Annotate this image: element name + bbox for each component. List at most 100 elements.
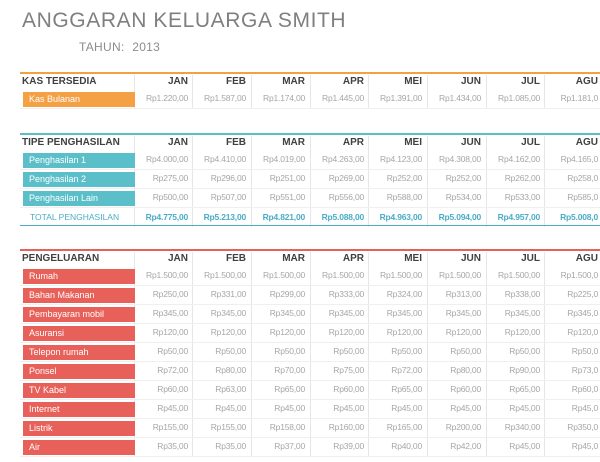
table-cell[interactable]: Rp1.391,00 [380,93,422,103]
table-cell[interactable]: Rp4.123,00 [380,154,422,164]
row-label-chip[interactable]: Bahan Makanan [23,288,135,303]
table-cell[interactable]: Rp45,00 [274,403,305,413]
table-cell[interactable]: Rp45,0 [571,441,598,451]
table-cell[interactable]: Rp4.000,00 [146,154,188,164]
table-cell[interactable]: Rp45,00 [157,403,188,413]
table-cell[interactable]: Rp40,00 [391,441,422,451]
table-cell[interactable]: Rp324,00 [386,289,422,299]
table-cell[interactable]: Rp63,00 [215,384,246,394]
table-cell[interactable]: Rp50,00 [157,346,188,356]
table-cell[interactable]: Rp345,00 [269,308,305,318]
table-cell[interactable]: Rp296,00 [210,173,246,183]
table-cell[interactable]: Rp1.500,0 [560,270,599,280]
table-cell[interactable]: Rp299,00 [269,289,305,299]
table-cell[interactable]: Rp333,00 [328,289,364,299]
table-cell[interactable]: Rp585,0 [567,192,598,202]
table-cell[interactable]: Rp345,00 [445,308,481,318]
table-cell[interactable]: Rp120,00 [445,327,481,337]
table-cell[interactable]: Rp75,00 [333,365,364,375]
table-cell[interactable]: Rp275,00 [152,173,188,183]
table-cell[interactable]: Rp120,00 [269,327,305,337]
table-cell[interactable]: Rp50,0 [571,346,598,356]
table-cell[interactable]: Rp350,0 [567,422,598,432]
table-cell[interactable]: Rp73,0 [571,365,598,375]
table-cell[interactable]: Rp158,00 [269,422,305,432]
table-cell[interactable]: Rp345,00 [152,308,188,318]
table-cell[interactable]: Rp1.220,00 [146,93,188,103]
table-cell[interactable]: Rp37,00 [274,441,305,451]
table-cell[interactable]: Rp65,00 [509,384,540,394]
table-cell[interactable]: Rp1.500,00 [498,270,540,280]
row-label-chip[interactable]: Penghasilan Lain [23,191,135,206]
table-cell[interactable]: Rp588,00 [386,192,422,202]
table-cell[interactable]: Rp1.174,00 [263,93,305,103]
table-cell[interactable]: Rp45,00 [450,403,481,413]
table-cell[interactable]: Rp45,00 [215,403,246,413]
table-cell[interactable]: Rp225,0 [567,289,598,299]
table-cell[interactable]: Rp65,00 [391,384,422,394]
table-cell[interactable]: Rp1.587,00 [204,93,246,103]
table-cell[interactable]: Rp50,00 [450,346,481,356]
table-cell[interactable]: Rp120,00 [152,327,188,337]
table-cell[interactable]: Rp72,00 [391,365,422,375]
table-cell[interactable]: Rp4.019,00 [263,154,305,164]
table-cell[interactable]: Rp50,00 [333,346,364,356]
table-cell[interactable]: Rp42,00 [450,441,481,451]
table-cell[interactable]: Rp90,00 [509,365,540,375]
table-cell[interactable]: Rp500,00 [152,192,188,202]
table-cell[interactable]: Rp60,00 [450,384,481,394]
row-label-chip[interactable]: Asuransi [23,326,135,341]
table-cell[interactable]: Rp4.162,00 [498,154,540,164]
row-label-chip[interactable]: Telepon rumah [23,345,135,360]
table-cell[interactable]: Rp262,00 [504,173,540,183]
table-cell[interactable]: Rp120,0 [567,327,598,337]
table-cell[interactable]: Rp155,00 [210,422,246,432]
table-cell[interactable]: Rp345,00 [210,308,246,318]
table-cell[interactable]: Rp1.500,00 [322,270,364,280]
table-cell[interactable]: Rp4.263,00 [322,154,364,164]
table-cell[interactable]: Rp120,00 [386,327,422,337]
table-cell[interactable]: Rp345,00 [328,308,364,318]
row-label-chip[interactable]: Penghasilan 2 [23,172,135,187]
table-cell[interactable]: Rp556,00 [328,192,364,202]
row-label-chip[interactable]: TV Kabel [23,383,135,398]
table-cell[interactable]: Rp80,00 [450,365,481,375]
table-cell[interactable]: Rp338,00 [504,289,540,299]
table-cell[interactable]: Rp50,00 [391,346,422,356]
table-cell[interactable]: Rp1.500,00 [263,270,305,280]
table-cell[interactable]: Rp252,00 [445,173,481,183]
table-cell[interactable]: Rp345,00 [386,308,422,318]
table-cell[interactable]: Rp120,00 [504,327,540,337]
table-cell[interactable]: Rp45,00 [509,403,540,413]
table-cell[interactable]: Rp258,0 [567,173,598,183]
table-cell[interactable]: Rp4.308,00 [439,154,481,164]
table-cell[interactable]: Rp534,00 [445,192,481,202]
table-cell[interactable]: Rp165,00 [386,422,422,432]
table-cell[interactable]: Rp507,00 [210,192,246,202]
year-value[interactable]: 2013 [132,40,161,54]
table-cell[interactable]: Rp340,00 [504,422,540,432]
table-cell[interactable]: Rp1.500,00 [380,270,422,280]
table-cell[interactable]: Rp39,00 [333,441,364,451]
table-cell[interactable]: Rp313,00 [445,289,481,299]
row-label-chip[interactable]: Listrik [23,421,135,436]
table-cell[interactable]: Rp1.085,00 [498,93,540,103]
table-cell[interactable]: Rp120,00 [328,327,364,337]
table-cell[interactable]: Rp533,00 [504,192,540,202]
table-cell[interactable]: Rp1.181,0 [560,93,599,103]
table-cell[interactable]: Rp35,00 [157,441,188,451]
table-cell[interactable]: Rp252,00 [386,173,422,183]
table-cell[interactable]: Rp251,00 [269,173,305,183]
table-cell[interactable]: Rp345,0 [567,308,598,318]
table-cell[interactable]: Rp50,00 [215,346,246,356]
table-cell[interactable]: Rp120,00 [210,327,246,337]
table-cell[interactable]: Rp45,00 [391,403,422,413]
table-cell[interactable]: Rp1.500,00 [204,270,246,280]
table-cell[interactable]: Rp80,00 [215,365,246,375]
table-cell[interactable]: Rp50,00 [274,346,305,356]
table-cell[interactable]: Rp155,00 [152,422,188,432]
table-cell[interactable]: Rp45,00 [509,441,540,451]
table-cell[interactable]: Rp50,00 [509,346,540,356]
table-cell[interactable]: Rp1.500,00 [146,270,188,280]
table-cell[interactable]: Rp72,00 [157,365,188,375]
